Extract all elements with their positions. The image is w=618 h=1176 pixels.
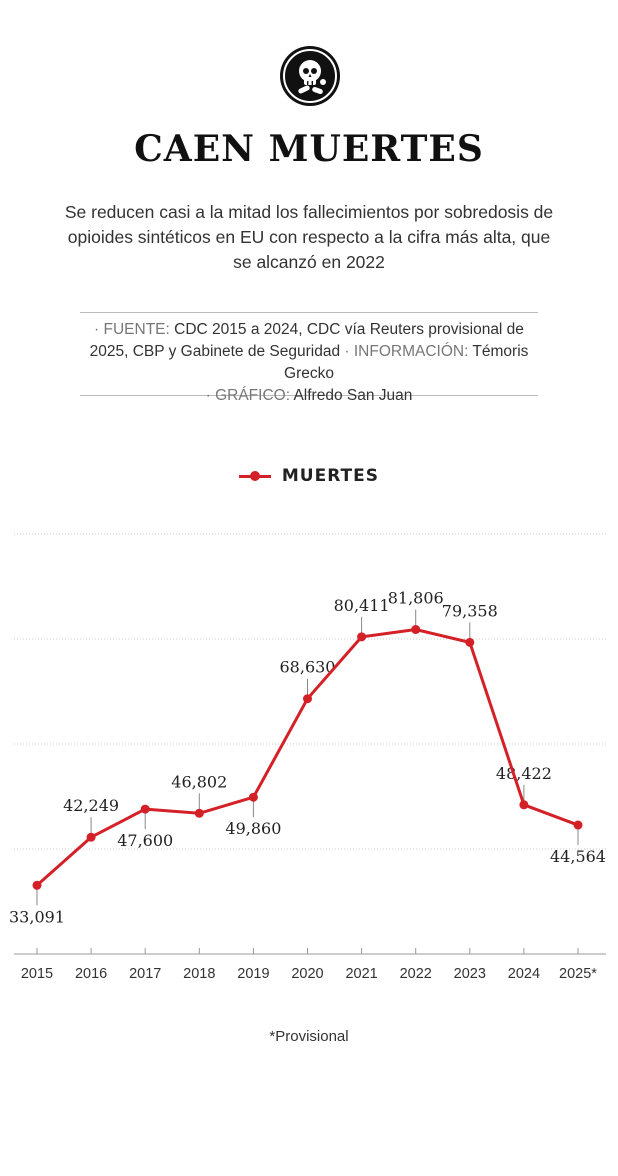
data-point xyxy=(32,880,42,890)
x-tick-label: 2025* xyxy=(559,966,597,982)
graphic-label: · GRÁFICO: xyxy=(205,387,290,404)
x-tick-label: 2016 xyxy=(75,966,107,982)
line-chart: 2015 2016 2017 2018 2019 2020 2021 2022 2023 2024… xyxy=(9,533,606,982)
x-tick-label: 2015 xyxy=(21,966,53,982)
info-label: · INFORMACIÓN: xyxy=(344,343,469,360)
data-point xyxy=(573,820,583,830)
x-tick-label: 2017 xyxy=(129,966,161,982)
data-label: 68,630 xyxy=(280,658,336,677)
data-point xyxy=(86,832,96,842)
data-label: 44,564 xyxy=(550,847,606,866)
skull-pills-icon xyxy=(278,44,342,108)
data-point xyxy=(357,632,367,642)
data-label: 33,091 xyxy=(9,907,65,926)
chart-legend: MUERTES xyxy=(0,466,618,486)
data-label: 79,358 xyxy=(442,601,498,620)
data-label: 47,600 xyxy=(117,831,173,850)
data-point xyxy=(519,800,529,810)
source-label: · FUENTE: xyxy=(94,321,170,338)
data-label: 46,802 xyxy=(171,772,227,791)
data-point xyxy=(303,694,312,704)
chart-subtitle: Se reducen casi a la mitad los fallecimi… xyxy=(64,202,554,272)
chart-title: CAEN MUERTES xyxy=(134,128,484,170)
data-point xyxy=(194,808,204,818)
data-label: 42,249 xyxy=(63,796,119,815)
x-tick-label: 2018 xyxy=(183,966,215,982)
graphic-text: Alfredo San Juan xyxy=(293,387,413,404)
x-tick-label: 2024 xyxy=(508,966,540,982)
data-label: 81,806 xyxy=(388,589,444,608)
x-tick-label: 2019 xyxy=(237,966,269,982)
credits-block: · FUENTE: CDC 2015 a 2024, CDC vía Reute… xyxy=(80,312,538,404)
data-point xyxy=(140,804,150,814)
x-tick-label: 2023 xyxy=(454,966,486,982)
footnote: *Provisional xyxy=(269,1028,349,1045)
legend-label: MUERTES xyxy=(281,466,380,486)
data-point xyxy=(465,637,475,647)
data-label: 49,860 xyxy=(225,819,281,838)
info-text: Témoris Grecko xyxy=(284,343,529,382)
data-point xyxy=(248,792,258,802)
source-text: CDC 2015 a 2024, CDC vía Reuters provisi… xyxy=(89,321,524,360)
data-label: 80,411 xyxy=(334,596,390,615)
x-tick-label: 2020 xyxy=(291,966,323,982)
x-tick-label: 2022 xyxy=(400,966,432,982)
data-point xyxy=(411,625,421,635)
data-label: 48,422 xyxy=(496,764,552,783)
x-tick-label: 2021 xyxy=(345,966,377,982)
legend-line-swatch xyxy=(238,469,271,483)
